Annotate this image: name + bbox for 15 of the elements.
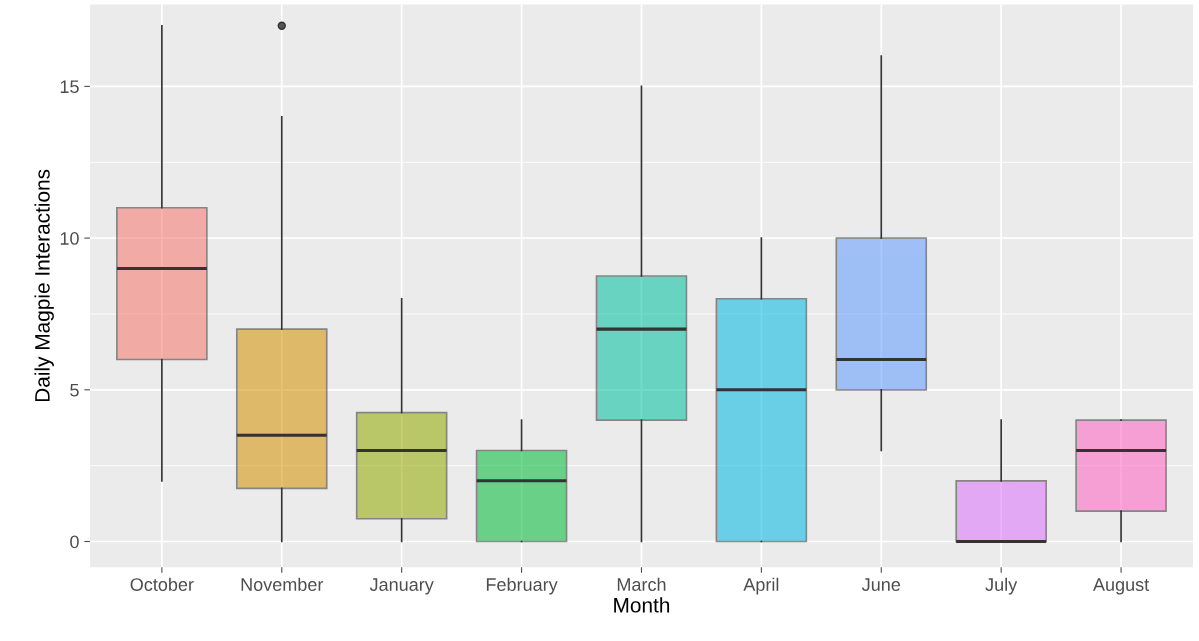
y-tick-label: 15 — [60, 80, 79, 94]
x-tick-label: January — [369, 578, 434, 595]
y-tick-label: 5 — [70, 383, 79, 397]
x-tick-label: July — [985, 577, 1018, 595]
y-tick-label: 10 — [60, 232, 79, 245]
x-tick-label: October — [130, 577, 194, 591]
x-tick-label: June — [861, 578, 901, 591]
x-tick-label: April — [743, 577, 779, 595]
x-tick-label: August — [1093, 578, 1150, 595]
x-axis-title: Month — [614, 597, 670, 613]
x-tick-label: March — [617, 577, 666, 591]
y-axis-title: Daily Magpie Interactions — [34, 169, 54, 402]
x-tick-label: November — [241, 577, 324, 591]
y-tick-label: 0 — [70, 535, 79, 549]
x-tick-label: February — [486, 577, 558, 595]
